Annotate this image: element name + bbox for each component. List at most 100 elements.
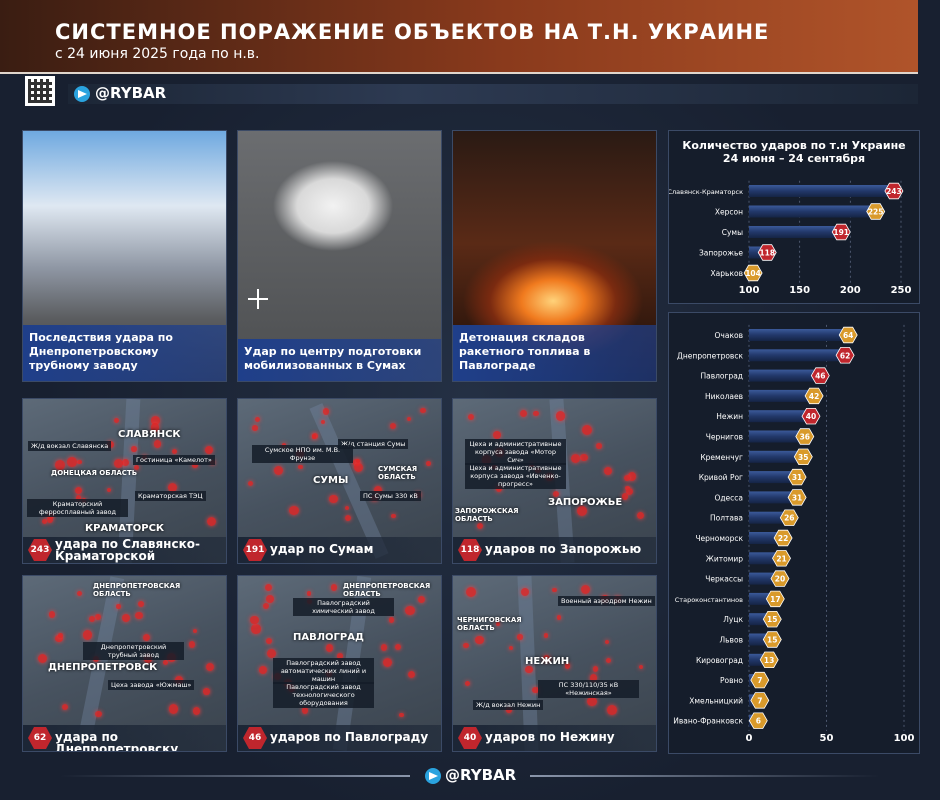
value-label: 191 — [833, 228, 849, 237]
value-label: 35 — [798, 453, 808, 462]
category-label: Черноморск — [695, 534, 743, 543]
map-caption: 40 ударов по Нежину — [453, 725, 656, 751]
strike-dot — [192, 463, 198, 469]
strike-dot — [395, 643, 401, 650]
strike-dot — [577, 505, 588, 516]
map-callout: ПС 330/110/35 кВ «Нежинская» — [538, 680, 639, 698]
strike-dot — [312, 434, 317, 439]
value-label: 36 — [800, 433, 810, 442]
strike-dot — [383, 658, 393, 668]
x-tick-label: 250 — [891, 285, 912, 296]
value-label: 40 — [806, 412, 816, 421]
value-marker — [787, 489, 807, 506]
strike-dot — [564, 663, 571, 669]
strike-dot — [637, 512, 644, 520]
category-label: Полтава — [710, 514, 743, 523]
category-label: Очаков — [715, 331, 743, 340]
chart: 0 50 100 Очаков 64 Днепропетровск 62 Павлоград 4… — [673, 324, 914, 744]
map-caption: 46 ударов по Павлограду — [238, 725, 441, 751]
strike-dot — [525, 665, 533, 674]
strike-dot — [506, 707, 512, 713]
strike-dot — [76, 459, 82, 465]
caption-text: ударов по Павлограду — [270, 730, 429, 744]
strike-dot — [107, 488, 112, 493]
map-card: ДНЕПРОПЕТРОВСКАЯ ОБЛАСТЬ Днепропетровский… — [22, 575, 227, 752]
x-tick-label: 50 — [820, 733, 834, 744]
footer-brand[interactable]: @RYBAR — [445, 766, 517, 784]
strike-dot — [168, 704, 179, 714]
strike-dot — [606, 658, 612, 664]
strike-dot — [264, 584, 272, 591]
photo-card: Последствия удара по Днепропетровскому т… — [22, 130, 227, 382]
map-card: СЛАВЯНСК Ж/д вокзал Славянска Гостиница «К… — [22, 398, 227, 564]
strike-dot — [467, 414, 474, 421]
map-place-label: КРАМАТОРСК — [85, 523, 165, 534]
strike-dot — [47, 517, 54, 524]
map-callout: Цеха и административные корпуса завода «… — [465, 463, 566, 489]
map-place-label: НЕЖИН — [525, 656, 570, 667]
strike-dot — [627, 471, 637, 481]
bar — [749, 430, 805, 443]
strike-dot — [381, 644, 388, 651]
value-label: 21 — [776, 554, 786, 563]
map-place-label: СУМСКАЯ ОБЛАСТЬ — [378, 465, 418, 481]
strike-dot — [580, 453, 588, 461]
map-callout: Павлоградский завод автоматических линий… — [273, 658, 374, 684]
value-marker — [795, 428, 815, 445]
qr-code — [25, 76, 55, 106]
strike-dot — [95, 711, 102, 718]
strike-dot — [301, 707, 308, 714]
bar — [749, 349, 846, 362]
strike-dot — [596, 443, 602, 449]
strike-dot — [581, 425, 592, 436]
header: СИСТЕМНОЕ ПОРАЖЕНИЕ ОБЪЕКТОВ НА Т.Н. УКР… — [0, 0, 918, 74]
strike-dot — [463, 642, 469, 649]
value-label: 13 — [764, 656, 774, 665]
strike-dot — [114, 459, 124, 469]
strike-dot — [122, 459, 129, 466]
value-marker — [801, 408, 821, 425]
map-card: Цеха и административные корпуса завода «… — [452, 398, 657, 564]
strike-dot — [520, 587, 529, 597]
strike-dot — [259, 665, 268, 674]
category-label: Хмельницкий — [689, 696, 743, 705]
strike-dot — [639, 664, 644, 669]
subtitle: с 24 июня 2025 года по н.в. — [55, 46, 260, 62]
strike-dot — [406, 416, 412, 422]
strike-dot — [408, 671, 416, 679]
strike-dot — [465, 587, 476, 598]
value-marker — [787, 468, 807, 486]
category-label: Чернигов — [706, 433, 743, 442]
bar — [749, 471, 798, 484]
photo-card: Детонация складов ракетного топлива в Па… — [452, 130, 657, 382]
strike-dot — [476, 522, 484, 530]
strike-dot — [172, 448, 178, 454]
value-marker — [757, 244, 777, 261]
map-place-label: ДНЕПРОПЕТРОВСК — [48, 662, 158, 673]
strike-count: 46 — [243, 727, 267, 749]
value-label: 31 — [792, 493, 802, 502]
caption-text: удар по Сумам — [270, 542, 374, 556]
strike-count: 118 — [458, 539, 482, 561]
strike-dot — [552, 490, 560, 498]
strike-dot — [274, 465, 284, 475]
strike-dot — [390, 513, 396, 519]
value-label: 20 — [775, 575, 785, 584]
value-label: 118 — [759, 249, 775, 258]
map-callout: ПС Сумы 330 кВ — [360, 491, 421, 501]
value-marker — [884, 182, 904, 200]
map-callout: Сумское НПО им. М.В. Фрунзе — [252, 445, 353, 463]
chart-title: Количество ударов по т.н Украине 24 июня… — [682, 139, 906, 165]
brand[interactable]: @RYBAR — [95, 84, 167, 102]
strike-count: 243 — [28, 539, 52, 561]
strike-dot — [262, 602, 269, 609]
value-marker — [759, 651, 779, 669]
strike-dot — [248, 481, 254, 487]
x-tick-label: 200 — [840, 285, 861, 296]
map-callout: Краматорский ферросплавный завод — [27, 499, 128, 517]
category-label: Ровно — [720, 676, 743, 685]
value-marker — [762, 631, 782, 648]
bar — [749, 532, 784, 544]
strike-dot — [322, 408, 330, 415]
